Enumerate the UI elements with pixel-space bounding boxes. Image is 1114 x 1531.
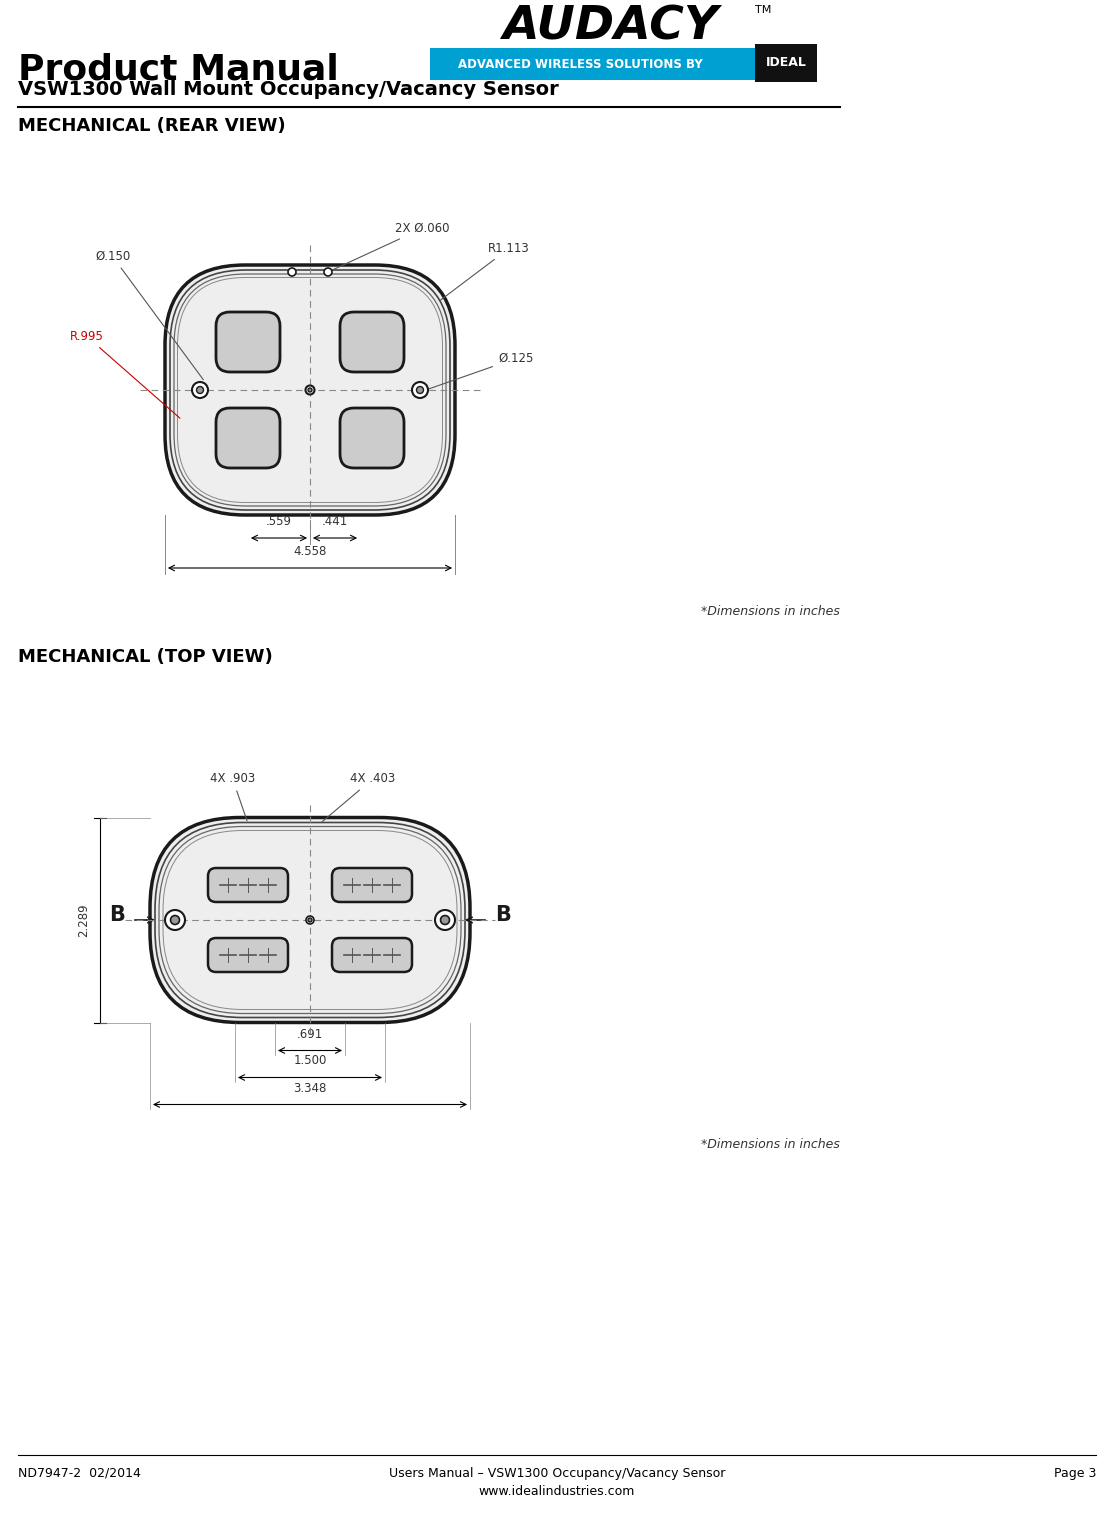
Circle shape xyxy=(192,383,208,398)
Text: B: B xyxy=(495,905,511,925)
Circle shape xyxy=(305,386,314,395)
FancyBboxPatch shape xyxy=(340,407,404,468)
Text: .559: .559 xyxy=(266,514,292,528)
FancyBboxPatch shape xyxy=(216,407,280,468)
Text: Ø.150: Ø.150 xyxy=(95,250,204,380)
Circle shape xyxy=(324,268,332,276)
Text: Ø.125: Ø.125 xyxy=(422,352,534,390)
Circle shape xyxy=(170,916,179,925)
Text: 2X Ø.060: 2X Ø.060 xyxy=(331,222,450,271)
Circle shape xyxy=(434,909,455,929)
Circle shape xyxy=(412,383,428,398)
Bar xyxy=(755,44,817,83)
FancyBboxPatch shape xyxy=(150,818,470,1023)
Circle shape xyxy=(196,386,204,393)
FancyBboxPatch shape xyxy=(208,868,289,902)
Text: R.995: R.995 xyxy=(70,331,180,418)
Text: IDEAL: IDEAL xyxy=(765,57,807,69)
Text: 3.348: 3.348 xyxy=(293,1081,326,1095)
Circle shape xyxy=(165,909,185,929)
FancyBboxPatch shape xyxy=(165,265,455,514)
Text: AUDACY: AUDACY xyxy=(502,5,719,51)
FancyBboxPatch shape xyxy=(208,939,289,972)
Text: 2.289: 2.289 xyxy=(77,903,90,937)
Text: R1.113: R1.113 xyxy=(440,242,530,300)
Circle shape xyxy=(417,386,423,393)
Text: .441: .441 xyxy=(322,514,348,528)
Text: *Dimensions in inches: *Dimensions in inches xyxy=(701,605,840,619)
Text: 4X .403: 4X .403 xyxy=(322,773,395,822)
Text: www.idealindustries.com: www.idealindustries.com xyxy=(479,1485,635,1497)
Text: .691: .691 xyxy=(296,1027,323,1041)
FancyBboxPatch shape xyxy=(332,868,412,902)
Bar xyxy=(430,47,770,80)
Text: Product Manual: Product Manual xyxy=(18,52,339,86)
Text: B: B xyxy=(109,905,125,925)
Text: 4X .903: 4X .903 xyxy=(211,773,255,821)
Circle shape xyxy=(289,268,296,276)
Text: *Dimensions in inches: *Dimensions in inches xyxy=(701,1138,840,1150)
Text: VSW1300 Wall Mount Occupancy/Vacancy Sensor: VSW1300 Wall Mount Occupancy/Vacancy Sen… xyxy=(18,80,559,100)
Circle shape xyxy=(440,916,450,925)
Text: Users Manual – VSW1300 Occupancy/Vacancy Sensor: Users Manual – VSW1300 Occupancy/Vacancy… xyxy=(389,1467,725,1480)
Text: MECHANICAL (TOP VIEW): MECHANICAL (TOP VIEW) xyxy=(18,648,273,666)
Text: ADVANCED WIRELESS SOLUTIONS BY: ADVANCED WIRELESS SOLUTIONS BY xyxy=(458,58,702,70)
Text: 1.500: 1.500 xyxy=(293,1055,326,1067)
FancyBboxPatch shape xyxy=(216,312,280,372)
Text: MECHANICAL (REAR VIEW): MECHANICAL (REAR VIEW) xyxy=(18,116,285,135)
Text: Page 3: Page 3 xyxy=(1054,1467,1096,1480)
Text: 4.558: 4.558 xyxy=(293,545,326,557)
Text: ND7947-2  02/2014: ND7947-2 02/2014 xyxy=(18,1467,140,1480)
FancyBboxPatch shape xyxy=(332,939,412,972)
Circle shape xyxy=(307,919,312,922)
FancyBboxPatch shape xyxy=(340,312,404,372)
Circle shape xyxy=(306,916,314,925)
Circle shape xyxy=(307,387,312,392)
Text: TM: TM xyxy=(755,5,771,15)
